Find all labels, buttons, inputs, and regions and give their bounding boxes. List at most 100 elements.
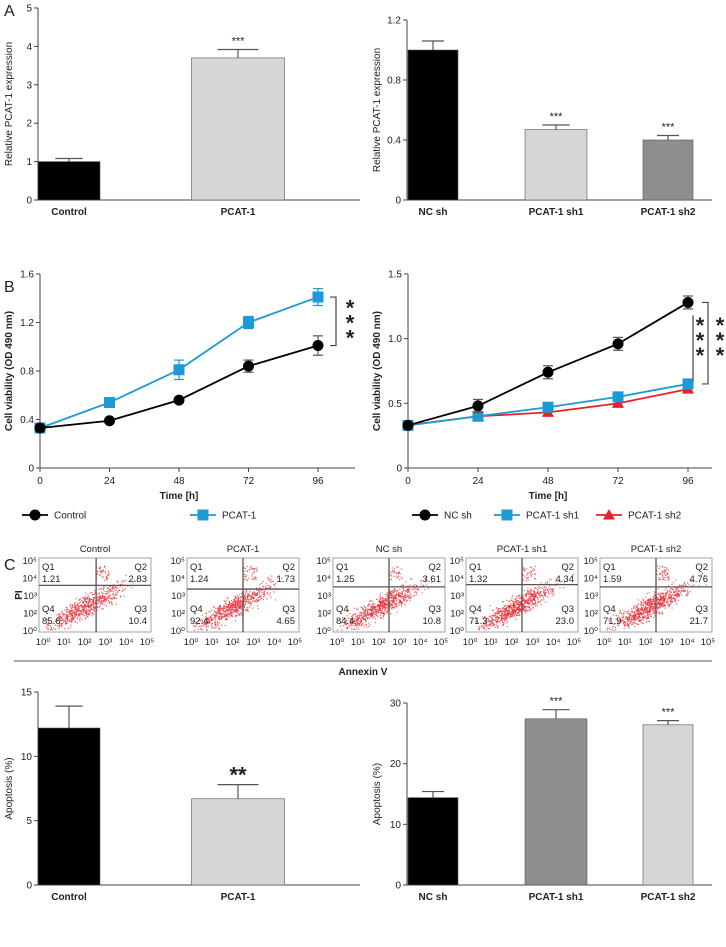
quadrant-percentage: 2.83 (129, 574, 148, 585)
scatter-dot (519, 594, 521, 596)
scatter-dot (94, 607, 96, 609)
scatter-dot (552, 589, 554, 591)
scatter-dot (253, 569, 255, 571)
scatter-dot (235, 620, 237, 622)
scatter-dot (263, 590, 265, 593)
scatter-dot (234, 603, 236, 605)
quadrant-name: Q3 (695, 604, 708, 615)
scatter-dot (366, 612, 368, 615)
scatter-dot (563, 586, 565, 589)
scatter-dot (103, 570, 105, 572)
scatter-dot (85, 613, 88, 616)
scatter-dot (246, 580, 249, 582)
scatter-dot (617, 622, 619, 624)
scatter-dot (518, 610, 521, 612)
quadrant-name: Q2 (134, 562, 147, 573)
scatter-dot (216, 621, 218, 623)
y-tick-label: 10⁴ (316, 574, 331, 585)
scatter-dot (250, 604, 252, 606)
scatter-dot (661, 592, 663, 594)
scatter-dot (688, 583, 690, 585)
scatter-dot (83, 609, 85, 611)
scatter-dot (653, 602, 655, 604)
scatter-dot (401, 597, 403, 599)
scatter-dot (636, 606, 638, 608)
x-tick-label: 48 (542, 476, 554, 487)
scatter-dot (397, 594, 399, 596)
scatter-dot (363, 612, 365, 614)
scatter-dot (485, 626, 488, 628)
scatter-dot (363, 612, 365, 615)
x-tick-label: 10⁵ (140, 637, 155, 648)
scatter-dot (365, 623, 367, 625)
scatter-dot (200, 618, 202, 620)
scatter-dot (66, 622, 68, 624)
scatter-dot (385, 604, 387, 606)
scatter-dot (350, 624, 352, 626)
scatter-dot (100, 597, 102, 599)
scatter-dot (367, 613, 369, 615)
data-point (243, 360, 254, 372)
scatter-dot (221, 624, 223, 626)
scatter-dot (396, 589, 398, 592)
scatter-dot (375, 607, 377, 609)
scatter-dot (378, 606, 381, 609)
scatter-dot (373, 605, 375, 607)
quadrant-name: Q3 (134, 604, 147, 615)
scatter-dot (71, 607, 73, 609)
scatter-dot (349, 619, 351, 621)
scatter-dot (249, 606, 251, 608)
scatter-dot (534, 569, 536, 571)
scatter-dot (351, 621, 353, 623)
scatter-dot (101, 572, 103, 574)
y-tick-label: 10² (23, 609, 37, 620)
scatter-dot (243, 605, 245, 607)
scatter-dot (215, 614, 217, 616)
scatter-dot (530, 593, 532, 595)
scatter-dot (396, 566, 398, 568)
scatter-dot (673, 591, 675, 593)
scatter-dot (74, 604, 76, 606)
scatter-dot (56, 617, 58, 619)
scatter-dot (243, 602, 245, 604)
scatter-dot (79, 604, 81, 607)
scatter-dot (206, 621, 208, 623)
scatter-dot (373, 613, 376, 615)
scatter-dot (668, 597, 670, 600)
scatter-dot (523, 606, 525, 608)
x-tick-label: 10⁴ (413, 637, 428, 648)
scatter-dot (498, 611, 500, 613)
scatter-dot (501, 608, 503, 610)
x-tick-label: 10² (78, 637, 92, 648)
scatter-dot (628, 627, 630, 629)
scatter-dot (375, 605, 377, 608)
significance-label: *** (232, 35, 246, 47)
scatter-dot (513, 598, 515, 600)
scatter-dot (380, 611, 382, 613)
scatter-dot (218, 628, 220, 630)
scatter-dot (391, 607, 393, 609)
scatter-dot (99, 599, 101, 601)
scatter-dot (102, 602, 104, 604)
scatter-dot (534, 574, 536, 576)
scatter-dot (115, 589, 117, 591)
scatter-dot (387, 594, 389, 596)
scatter-dot (505, 612, 507, 614)
scatter-dot (349, 623, 351, 625)
scatter-dot (111, 590, 113, 592)
scatter-dot (364, 610, 366, 612)
legend-marker (197, 509, 209, 521)
scatter-dot (407, 589, 409, 591)
scatter-dot (632, 619, 634, 621)
scatter-dot (108, 602, 110, 604)
scatter-dot (389, 592, 391, 594)
scatter-dot (532, 569, 534, 572)
scatter-dot (671, 600, 674, 603)
scatter-dot (640, 612, 642, 614)
scatter-dot (368, 622, 370, 624)
y-tick-label: 10² (317, 609, 331, 620)
scatter-dot (395, 597, 397, 599)
scatter-dot (385, 610, 387, 612)
y-axis-label: Cell viability (OD 490 nm) (4, 311, 15, 431)
scatter-dot (281, 577, 283, 579)
